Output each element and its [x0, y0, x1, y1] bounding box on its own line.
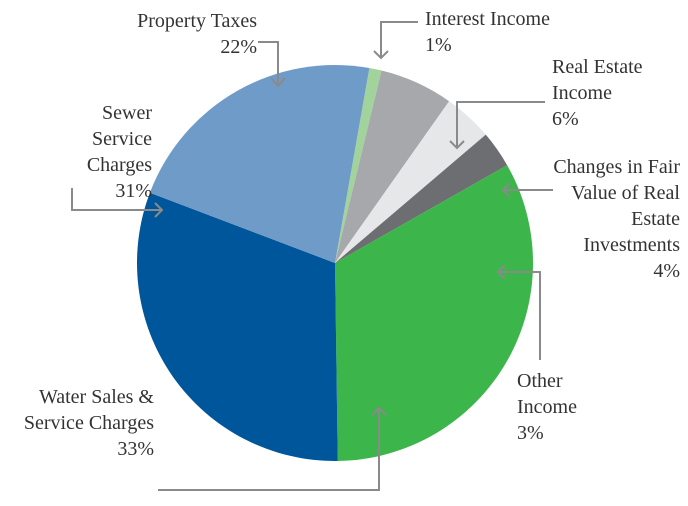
slice-label: Interest Income 1%	[425, 6, 585, 58]
slice-label: Sewer Service Charges 31%	[60, 100, 152, 204]
category-label: Sewer Service Charges	[86, 102, 152, 176]
slice-label: Real Estate Income 6%	[552, 54, 657, 132]
pie-slice	[335, 68, 382, 264]
category-label: Other Income	[517, 370, 577, 418]
slice-label: Changes in Fair Value of Real Estate Inv…	[553, 154, 680, 284]
leader-lines	[71, 21, 553, 491]
slice-label: Other Income 3%	[517, 368, 592, 446]
slice-label: Water Sales & Service Charges 33%	[8, 384, 154, 462]
value-label: 31%	[115, 180, 152, 202]
pie-slice	[335, 134, 508, 263]
pie-slice	[149, 65, 370, 263]
pie-slice	[335, 165, 533, 461]
slice-label: Property Taxes 22%	[75, 8, 257, 60]
category-label: Real Estate Income	[552, 56, 643, 104]
pie-slice	[137, 192, 338, 461]
value-label: 1%	[425, 34, 452, 56]
category-label: Property Taxes	[137, 10, 257, 32]
value-label: 3%	[517, 422, 544, 444]
pie-slice	[335, 101, 486, 263]
category-label: Water Sales & Service Charges	[23, 386, 154, 434]
value-label: 22%	[220, 36, 257, 58]
pie-slice	[335, 70, 450, 263]
category-label: Changes in Fair Value of Real Estate Inv…	[553, 156, 680, 256]
value-label: 4%	[653, 260, 680, 282]
value-label: 33%	[117, 438, 154, 460]
value-label: 6%	[552, 108, 579, 130]
category-label: Interest Income	[425, 8, 550, 30]
